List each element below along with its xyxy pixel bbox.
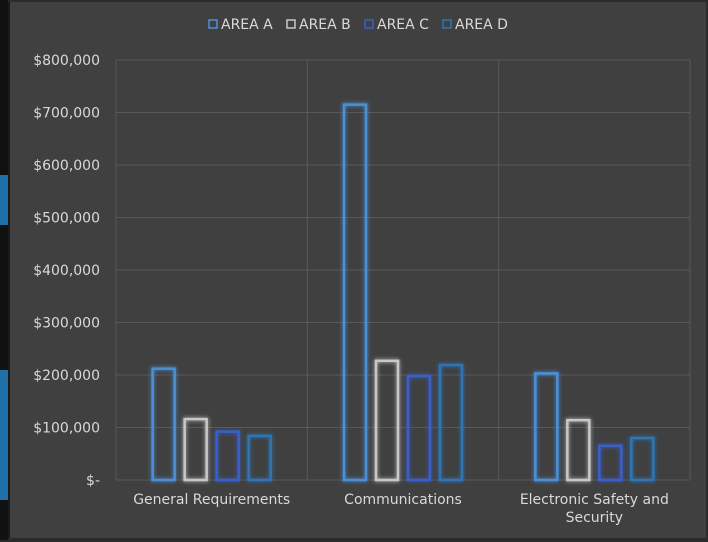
left-edge-fragment [0,175,8,225]
x-category-label: Electronic Safety and Security [520,492,669,526]
gridlines [115,59,691,481]
legend-swatch [442,19,452,29]
y-axis-tick-labels: $- $100,000 $200,000 $300,000 $400,000 $500,0… [33,53,100,489]
bar-area-b [183,417,208,482]
bar-area-c [406,374,432,482]
y-tick-label: $200,000 [33,368,100,384]
legend: AREA A AREA B AREA C AREA D [208,17,508,33]
y-tick-label: $500,000 [33,211,100,227]
legend-item: AREA C [364,17,429,33]
legend-label: AREA D [455,17,508,33]
bar-area-a [534,372,559,482]
bar-area-a [342,103,368,482]
bars [151,103,655,482]
bar-area-d [630,436,655,482]
bar-area-b [566,418,591,482]
legend-label: AREA B [299,17,351,33]
bar-area-b [374,359,400,482]
left-edge-fragment [0,370,8,500]
y-tick-label: $400,000 [33,263,100,279]
legend-swatch [364,19,374,29]
chart-area: AREA A AREA B AREA C AREA D $- $100,000 $200,… [8,2,706,538]
bar-area-c [215,430,240,482]
legend-swatch [286,19,296,29]
legend-label: AREA C [377,17,429,33]
y-tick-label: $800,000 [33,53,100,69]
x-category-label: General Requirements [133,492,290,508]
y-tick-label: $700,000 [33,106,100,122]
bar-chart: AREA A AREA B AREA C AREA D $- $100,000 $200,… [33,17,691,526]
y-tick-label: $100,000 [33,421,100,437]
y-tick-label: $300,000 [33,316,100,332]
legend-swatch [208,19,218,29]
legend-item: AREA B [286,17,351,33]
y-tick-label: $- [86,473,100,489]
legend-item: AREA D [442,17,508,33]
x-category-label: Communications [344,492,462,508]
legend-item: AREA A [208,17,273,33]
legend-label: AREA A [221,17,273,33]
left-edge-strip [0,0,8,540]
bar-area-d [438,363,464,482]
bar-area-a [151,367,176,482]
bar-area-c [598,444,623,482]
bar-area-d [247,434,272,482]
x-axis-category-labels: General Requirements Communications Electr… [133,492,669,526]
y-tick-label: $600,000 [33,158,100,174]
